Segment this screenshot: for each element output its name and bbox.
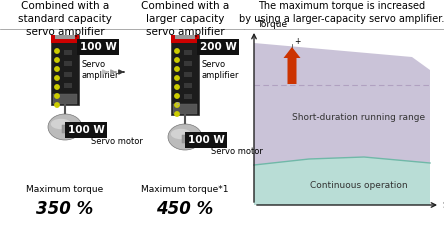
Circle shape: [175, 67, 179, 71]
Bar: [184, 94, 192, 99]
Circle shape: [55, 49, 59, 53]
Bar: [171, 35, 199, 115]
Circle shape: [55, 85, 59, 89]
Circle shape: [55, 67, 59, 71]
Circle shape: [175, 103, 179, 107]
Text: Speed: Speed: [442, 200, 444, 209]
Bar: [64, 61, 72, 66]
Ellipse shape: [51, 119, 71, 129]
Circle shape: [55, 58, 59, 62]
Text: Combined with a
standard capacity
servo amplifier: Combined with a standard capacity servo …: [18, 1, 112, 37]
Bar: [171, 35, 199, 43]
Circle shape: [175, 76, 179, 80]
Bar: [64, 94, 72, 99]
Circle shape: [55, 103, 59, 107]
Text: Short-duration running range: Short-duration running range: [293, 112, 425, 122]
Bar: [184, 83, 192, 88]
Bar: [173, 104, 197, 114]
Text: Continuous operation: Continuous operation: [310, 180, 408, 189]
Text: Servo motor: Servo motor: [91, 137, 143, 146]
Circle shape: [55, 76, 59, 80]
Circle shape: [175, 94, 179, 98]
FancyArrow shape: [284, 47, 301, 84]
Bar: [64, 83, 72, 88]
Bar: [55, 35, 75, 39]
Bar: [184, 50, 192, 55]
Bar: [64, 50, 72, 55]
Text: Maximum torque*1: Maximum torque*1: [141, 185, 229, 194]
Ellipse shape: [168, 124, 202, 150]
Circle shape: [175, 112, 179, 116]
Text: 100 W: 100 W: [188, 135, 225, 145]
Circle shape: [175, 85, 179, 89]
Bar: [51, 35, 79, 43]
Bar: [175, 35, 195, 39]
Text: 100 W: 100 W: [68, 125, 105, 135]
Text: 350 %: 350 %: [36, 200, 94, 218]
Text: 200 W: 200 W: [200, 42, 237, 52]
Text: Servo motor: Servo motor: [211, 147, 263, 156]
Text: +: +: [294, 37, 301, 46]
Bar: [184, 61, 192, 66]
Ellipse shape: [171, 129, 191, 139]
Bar: [182, 135, 188, 143]
Circle shape: [55, 94, 59, 98]
Text: P: P: [175, 102, 179, 108]
Text: The maximum torque is increased
by using a larger-capacity servo amplifier.: The maximum torque is increased by using…: [239, 1, 444, 24]
Polygon shape: [254, 43, 430, 205]
Ellipse shape: [48, 114, 82, 140]
Bar: [62, 125, 68, 133]
Polygon shape: [254, 157, 430, 205]
Bar: [64, 72, 72, 77]
Text: Torque: Torque: [257, 20, 287, 29]
Text: 450 %: 450 %: [156, 200, 214, 218]
Text: Maximum torque: Maximum torque: [26, 185, 103, 194]
Bar: [53, 94, 77, 104]
Circle shape: [175, 49, 179, 53]
Text: Servo
amplifier: Servo amplifier: [201, 60, 238, 80]
Text: Combined with a
larger capacity
servo amplifier: Combined with a larger capacity servo am…: [141, 1, 229, 37]
Text: Servo
amplifier: Servo amplifier: [81, 60, 119, 80]
Bar: [51, 35, 79, 105]
Bar: [184, 105, 192, 110]
Text: 100 W: 100 W: [80, 42, 117, 52]
Bar: [184, 72, 192, 77]
Circle shape: [175, 58, 179, 62]
